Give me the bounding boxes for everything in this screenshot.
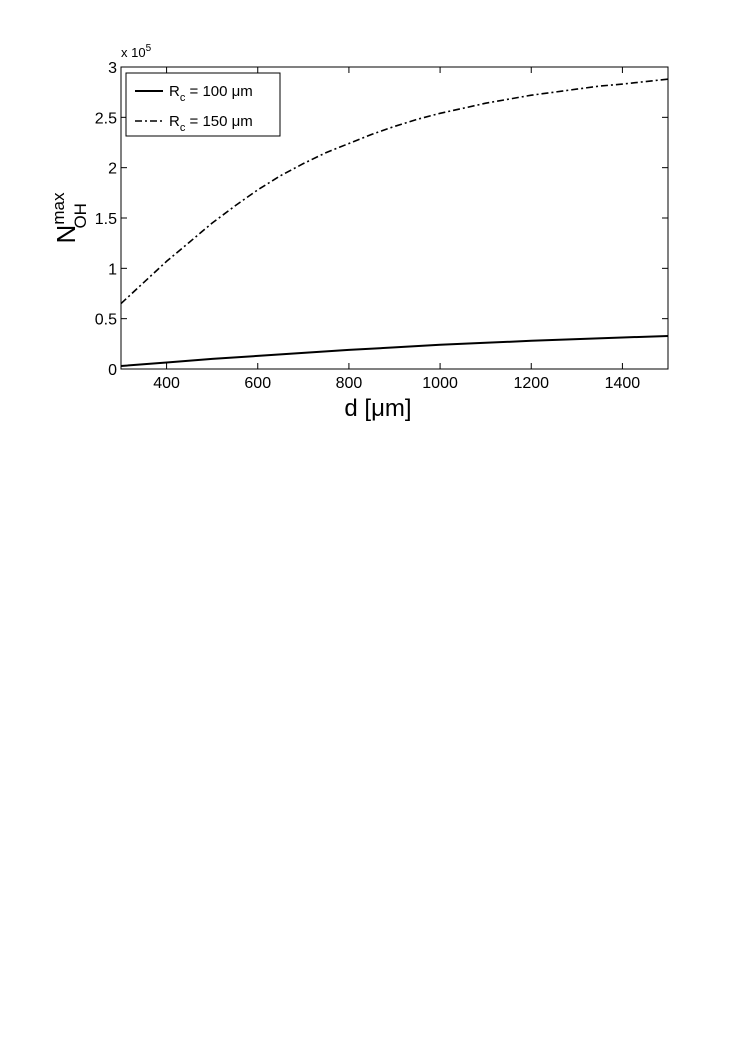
y-axis-title-subscript: OH bbox=[71, 203, 90, 229]
legend-box bbox=[125, 72, 281, 137]
y-tick-label: 0 bbox=[108, 362, 117, 379]
legend-label-series-1-rest: = 100 μm bbox=[185, 83, 252, 100]
legend-label-series-1-base: R bbox=[169, 83, 180, 100]
y-multiplier-base: x 10 bbox=[121, 45, 146, 60]
y-tick-label: 2 bbox=[108, 161, 117, 178]
y-tick-label: 3 bbox=[108, 60, 117, 77]
legend: Rc = 100 μm Rc = 150 μm bbox=[125, 72, 281, 137]
legend-label-series-1-sub: c bbox=[180, 92, 186, 104]
x-tick-label: 400 bbox=[153, 375, 180, 392]
y-tick-label: 1.5 bbox=[95, 211, 117, 228]
y-axis-title-superscript: max bbox=[49, 192, 68, 225]
y-tick-label: 2.5 bbox=[95, 110, 117, 127]
y-multiplier-exponent: 5 bbox=[146, 43, 152, 54]
x-tick-label: 1200 bbox=[513, 375, 549, 392]
series-line-2 bbox=[120, 78, 669, 305]
y-axis-title: Nmax OH bbox=[49, 192, 90, 243]
y-axis-title-base: N bbox=[51, 225, 81, 244]
series-line-1 bbox=[120, 335, 669, 367]
x-tick-label: 1000 bbox=[422, 375, 458, 392]
y-tick-label: 1 bbox=[108, 261, 117, 278]
legend-label-series-2-rest: = 150 μm bbox=[185, 113, 252, 130]
x-axis-title: d [μm] bbox=[344, 395, 411, 422]
y-tick-label: 0.5 bbox=[95, 312, 117, 329]
x-tick-label: 1400 bbox=[605, 375, 641, 392]
legend-label-series-1: Rc = 100 μm bbox=[169, 83, 253, 104]
legend-label-series-2-sub: c bbox=[180, 122, 186, 134]
legend-label-series-2-base: R bbox=[169, 113, 180, 130]
x-tick-label: 600 bbox=[244, 375, 271, 392]
plot-layer: 400 600 800 1000 1200 1400 0 0.5 1 1.5 2 2.5 3 bbox=[95, 60, 669, 392]
y-multiplier-label: x 105 bbox=[121, 43, 152, 60]
x-tick-label: 800 bbox=[336, 375, 363, 392]
legend-label-series-2: Rc = 150 μm bbox=[169, 113, 253, 134]
